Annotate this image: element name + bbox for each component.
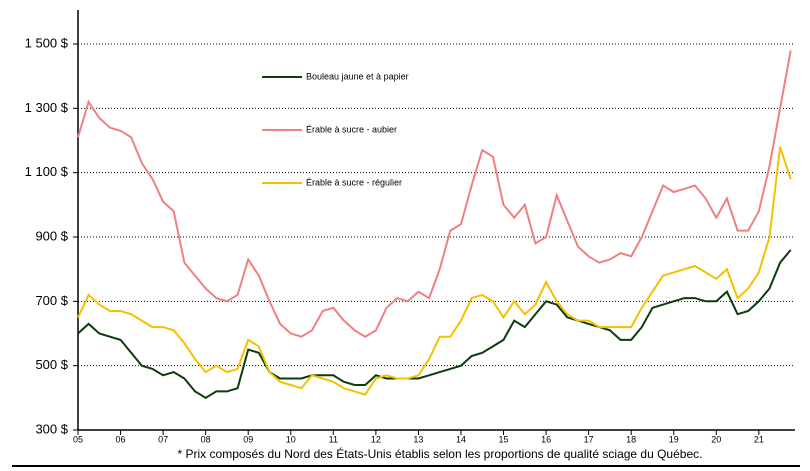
legend-label: Érable à sucre - aubier	[306, 124, 397, 134]
x-tick-label: 18	[626, 434, 636, 444]
footnote: * Prix composés du Nord des États-Unis é…	[178, 446, 703, 461]
x-tick-label: 20	[711, 434, 721, 444]
x-tick-label: 07	[158, 434, 168, 444]
x-tick-label: 16	[541, 434, 551, 444]
x-tick-label: 08	[201, 434, 211, 444]
y-tick-label: 1 300 $	[25, 100, 69, 115]
y-tick-label: 1 500 $	[25, 35, 69, 50]
series-line	[77, 50, 792, 338]
y-tick-label: 500 $	[35, 357, 68, 372]
x-tick-label: 19	[669, 434, 679, 444]
x-tick-label: 05	[73, 434, 83, 444]
x-tick-label: 12	[371, 434, 381, 444]
x-tick-label: 06	[116, 434, 126, 444]
y-tick-label: 300 $	[35, 421, 68, 436]
legend-label: Bouleau jaune et à papier	[306, 71, 409, 81]
y-tick-label: 900 $	[35, 228, 68, 243]
x-tick-label: 15	[499, 434, 509, 444]
y-tick-label: 700 $	[35, 293, 68, 308]
series-line	[77, 146, 792, 396]
x-tick-label: 17	[584, 434, 594, 444]
series-line	[77, 249, 792, 399]
x-tick-label: 09	[243, 434, 253, 444]
legend-label: Érable à sucre - régulier	[306, 177, 402, 187]
x-tick-label: 21	[754, 434, 764, 444]
x-tick-label: 11	[329, 434, 338, 444]
x-tick-label: 13	[413, 434, 423, 444]
x-tick-label: 10	[286, 434, 296, 444]
x-tick-label: 14	[456, 434, 466, 444]
y-tick-label: 1 100 $	[25, 164, 69, 179]
